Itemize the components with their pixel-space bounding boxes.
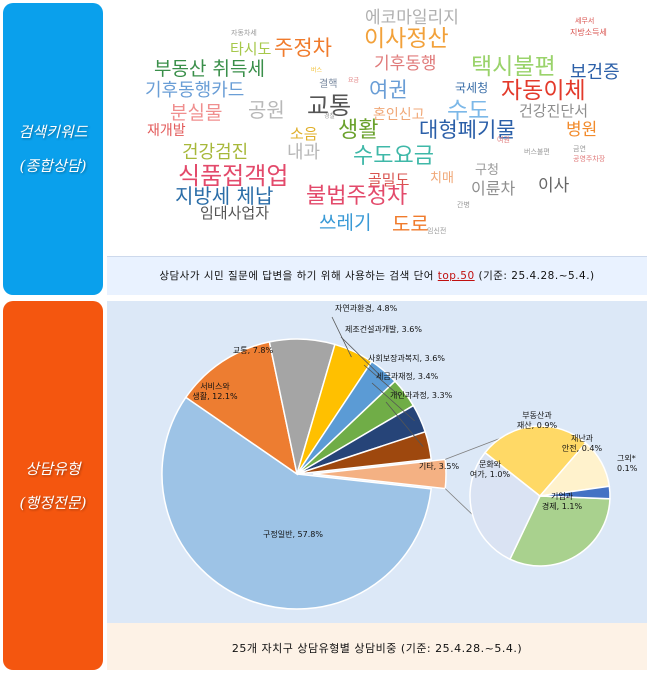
pie-chart-svg: 구정일반, 57.8% 서비스와 생활, 12.1% 교통, 7.8% 자연과환경, 4… — [161, 303, 638, 610]
pie-leader-line — [331, 316, 352, 358]
word-cloud-caption-date: (기준: 25.4.28.~5.4.) — [474, 270, 595, 282]
secondary-pie-label: 기업과 경제, 1.1% — [542, 492, 583, 511]
pie-chart-caption-text: 25개 자치구 상담유형별 상담비중 (기준: 25.4.28.~5.4.) — [231, 642, 523, 655]
cloud-word: 내과 — [287, 142, 321, 163]
pie-slice-label: 구정일반, 57.8% — [263, 529, 323, 539]
cloud-word: 소음 — [290, 125, 318, 143]
pie-leader-line — [363, 364, 401, 397]
secondary-pie-label: 그외* 0.1% — [617, 453, 638, 473]
cloud-word: 건강진단서 — [519, 102, 589, 120]
cloud-word: 부동산 취득세 — [154, 58, 265, 80]
pie-slice-label: 제조건설과개발, 3.6% — [345, 324, 422, 334]
pie-chart-caption: 25개 자치구 상담유형별 상담비중 (기준: 25.4.28.~5.4.) — [107, 623, 647, 670]
cloud-word: 타시도 — [230, 40, 272, 58]
cloud-word: 기후동행 — [374, 54, 437, 74]
cloud-word: 혼인신고 — [373, 107, 425, 123]
cloud-word: 식품접객업 — [178, 162, 289, 190]
cloud-word: 지방소득세 — [570, 28, 607, 37]
cloud-word: 여권 — [369, 78, 408, 102]
side-label-consult-types-text: 상담유형 (행정전문) — [19, 459, 87, 512]
cloud-word: 불법주정차 — [306, 184, 408, 209]
cloud-word: 기후동행카드 — [145, 80, 245, 101]
secondary-pie-label: 문화와 여가, 1.0% — [470, 459, 511, 479]
pie-slice — [184, 340, 299, 476]
cloud-word: 간병 — [457, 201, 470, 209]
side-label-search-keywords-text: 검색키워드 (종합상담) — [18, 123, 88, 175]
cloud-word: 이륜차 — [471, 179, 516, 198]
cloud-word: 자동이체 — [501, 78, 586, 104]
cloud-word: 국세청 — [455, 81, 489, 95]
secondary-pie-slice — [539, 485, 611, 500]
cloud-word: 병원 — [566, 120, 598, 140]
side-label-search-keywords: 검색키워드 (종합상담) — [3, 3, 103, 295]
cloud-word: 구청 — [475, 163, 499, 178]
side-label-consult-types: 상담유형 (행정전문) — [3, 301, 103, 670]
cloud-word: 여권 — [497, 136, 510, 144]
cloud-word: 택시불편 — [471, 54, 556, 80]
pie-slice — [312, 458, 447, 490]
cloud-word: 쓰레기 — [319, 212, 372, 234]
cloud-word: 생활 — [338, 118, 379, 143]
cloud-word: 버스 — [311, 67, 323, 74]
word-cloud-caption-text: 상담사가 시민 질문에 답변을 하기 위해 사용하는 검색 단어 — [159, 270, 438, 282]
cloud-word: 수도 — [447, 98, 490, 124]
pie-slice-label: 개인과과정, 3.3% — [390, 390, 453, 400]
pie-slice-label: 기타, 3.5% — [419, 462, 460, 471]
cloud-word: 보건증 — [570, 62, 620, 83]
cloud-word: 세무서 — [575, 17, 595, 25]
pie-leader-line — [371, 382, 415, 422]
cloud-word: 주정차 — [274, 36, 332, 60]
cloud-word: 경찰 — [324, 113, 336, 120]
pie-slice — [161, 396, 433, 610]
cloud-word: 분실물 — [170, 102, 223, 124]
cloud-word: 공영주차장 — [573, 155, 606, 163]
pie-leader-line — [385, 401, 424, 447]
cloud-word: 지방세 체납 — [175, 184, 274, 208]
cloud-word: 임신전 — [427, 227, 447, 235]
word-cloud-caption-highlight: top.50 — [437, 270, 475, 282]
cloud-word: 자동차세 — [231, 29, 257, 37]
cloud-word: 이사정산 — [364, 26, 449, 52]
pie-slice — [296, 430, 433, 475]
secondary-pie-label: 부동산과 재산, 0.9% — [517, 410, 558, 430]
cloud-word: 골밀도 — [368, 171, 410, 189]
pie-slice-label: 사회보장과복지, 3.6% — [368, 353, 445, 363]
cloud-word: 대형폐기물 — [419, 118, 516, 142]
cloud-word: 결핵 — [319, 79, 338, 90]
secondary-pie-slice — [484, 425, 587, 498]
cloud-word: 교통 — [307, 92, 352, 120]
secondary-pie-slice — [469, 451, 541, 561]
secondary-pie-label: 재난과 안전, 0.4% — [562, 434, 603, 453]
pie-slice-label: 자연과환경, 4.8% — [335, 303, 398, 313]
cloud-word: 요금 — [348, 77, 360, 84]
cloud-word: 공원 — [248, 98, 285, 122]
cloud-word: 건강검진 — [182, 142, 249, 163]
pie-chart-panel: 구정일반, 57.8% 서비스와 생활, 12.1% 교통, 7.8% 자연과환경, 4… — [107, 301, 647, 623]
cloud-word: 임대사업자 — [200, 204, 270, 222]
cloud-word: 재개발 — [147, 123, 186, 139]
pie-slice-label: 서비스와 생활, 12.1% — [192, 381, 238, 401]
pie-slice-label: 교통, 7.8% — [233, 346, 274, 355]
pie-slice-label: 세금과재정, 3.4% — [376, 371, 439, 381]
cloud-word: 에코마일리지 — [365, 8, 459, 28]
word-cloud-caption: 상담사가 시민 질문에 답변을 하기 위해 사용하는 검색 단어 top.50 … — [107, 256, 647, 295]
pie-leader-line — [340, 336, 381, 376]
cloud-word: 치매 — [430, 171, 454, 186]
cloud-word: 이사 — [538, 176, 570, 196]
cloud-word: 버스불편 — [524, 148, 550, 156]
secondary-pie-slice — [508, 495, 611, 567]
cloud-word: 도로 — [392, 212, 429, 236]
cloud-word: 금연 — [573, 145, 586, 153]
cloud-word: 수도요금 — [353, 144, 434, 169]
